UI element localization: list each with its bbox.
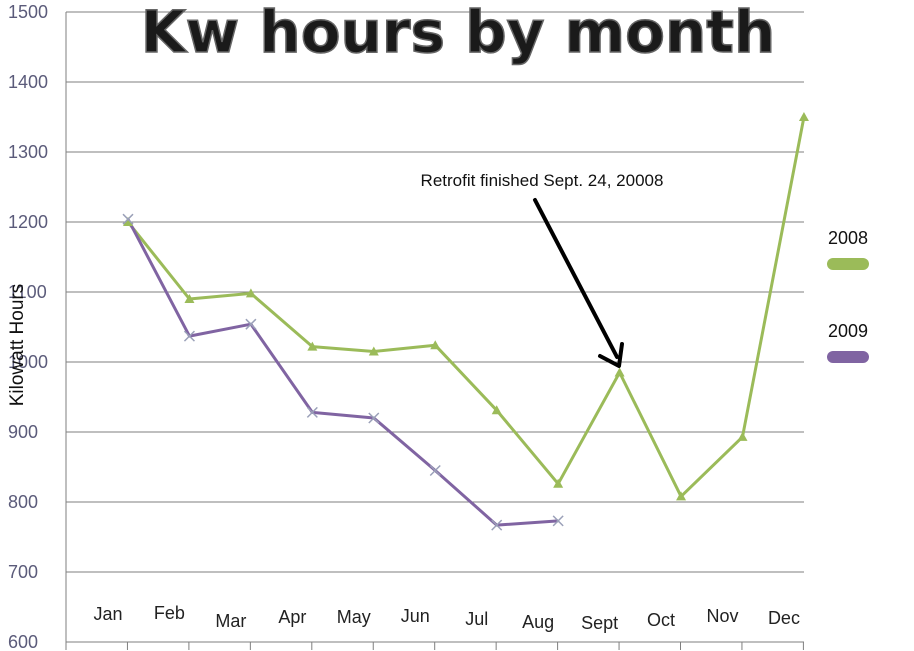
x-tick-label: Dec — [768, 608, 800, 628]
x-tick-label: Aug — [522, 612, 554, 632]
data-point-2009 — [552, 515, 564, 527]
data-point-2008 — [798, 112, 809, 121]
y-tick-label: 1200 — [8, 212, 48, 232]
y-tick-label: 1000 — [8, 352, 48, 372]
y-tick-label: 1500 — [8, 2, 48, 22]
y-tick-label: 1100 — [8, 282, 47, 302]
data-point-2008 — [430, 340, 441, 350]
data-point-2008 — [553, 478, 564, 488]
x-tick-label: May — [337, 607, 371, 627]
series-line-2008 — [126, 116, 806, 498]
chart-title: Kw hours by month — [141, 0, 776, 66]
x-tick-label: Apr — [278, 607, 306, 627]
annotation-text: Retrofit finished Sept. 24, 20008 — [421, 171, 664, 190]
y-tick-labels: 600 700 800 900 1000 1100 1200 1300 1400 1500 — [8, 2, 48, 651]
y-tick-label: 700 — [8, 562, 38, 582]
data-point-2008 — [491, 405, 502, 415]
legend-swatch-2009 — [827, 351, 869, 363]
x-tick-labels: Jan Feb Mar Apr May Jun Jul Aug Sept Oct Nov Dec — [93, 603, 799, 633]
data-point-2008 — [184, 294, 195, 303]
legend-label-2009: 2009 — [828, 321, 868, 341]
data-point-2008 — [123, 217, 133, 226]
x-tick-label: Mar — [215, 611, 246, 631]
data-point-2009 — [491, 519, 503, 531]
axes — [65, 12, 804, 650]
data-point-2008 — [737, 431, 748, 441]
data-point-2009 — [245, 318, 257, 330]
data-point-2009 — [368, 412, 380, 424]
annotation: Retrofit finished Sept. 24, 20008 — [421, 171, 664, 368]
x-tick-label: Jun — [401, 606, 430, 626]
x-tick-label: Feb — [154, 603, 185, 623]
legend: 2008 2009 — [827, 228, 869, 363]
y-tick-label: 800 — [8, 492, 38, 512]
data-point-2009 — [429, 464, 441, 477]
legend-label-2008: 2008 — [828, 228, 868, 248]
data-point-2008 — [676, 491, 687, 501]
data-point-2009 — [122, 213, 134, 225]
y-tick-label: 900 — [8, 422, 38, 442]
x-tick-label: Jul — [465, 609, 488, 629]
data-point-2008 — [245, 288, 256, 298]
y-tick-label: 1300 — [8, 142, 48, 162]
x-tick-label: Nov — [706, 606, 738, 626]
x-tick-label: Oct — [647, 610, 675, 630]
series-lines — [126, 116, 806, 527]
x-tick-label: Sept — [581, 613, 618, 633]
data-point-2008 — [307, 341, 318, 351]
y-tick-label: 1400 — [8, 72, 48, 92]
y-tick-label: 600 — [8, 632, 38, 651]
legend-swatch-2008 — [827, 258, 869, 270]
annotation-arrow-shaft — [533, 198, 619, 359]
data-point-2009 — [183, 330, 195, 342]
series-line-2009 — [126, 218, 559, 527]
data-point-2008 — [614, 367, 625, 377]
series-markers — [122, 112, 809, 531]
data-point-2008 — [368, 346, 379, 356]
annotation-arrow-head — [598, 342, 624, 368]
y-axis-label: Kilowatt Hours — [7, 284, 28, 407]
x-tick-label: Jan — [93, 604, 122, 624]
data-point-2009 — [306, 406, 318, 418]
gridlines — [66, 11, 804, 643]
